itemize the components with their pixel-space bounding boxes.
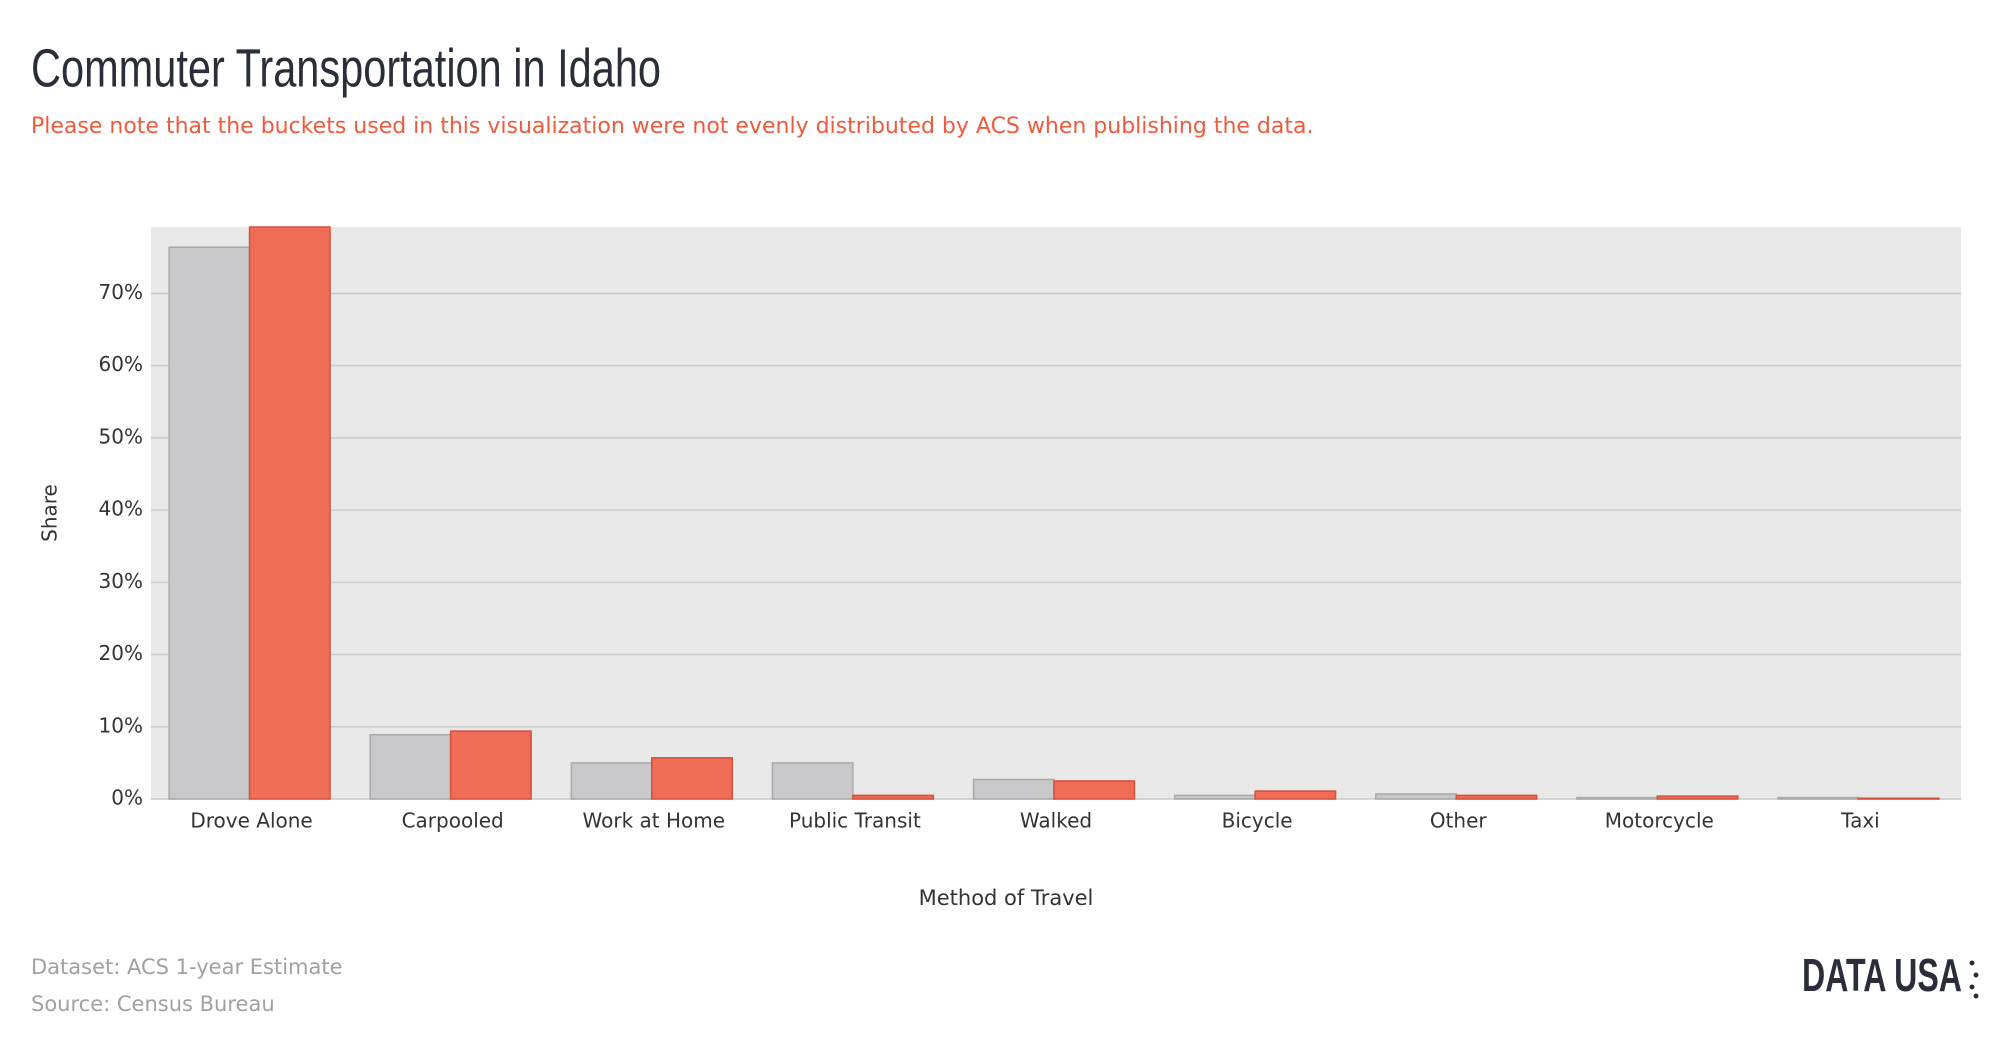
bar (852, 794, 935, 800)
plot-background (151, 227, 1961, 799)
y-tick-label: 70% (99, 280, 143, 304)
bar (771, 762, 854, 800)
bar (248, 226, 331, 800)
x-tick-label: Walked (1020, 809, 1092, 833)
y-tick-label: 20% (99, 641, 143, 665)
x-tick-label: Drove Alone (190, 809, 312, 833)
bar (1777, 796, 1860, 800)
x-axis-label: Method of Travel (919, 886, 1094, 910)
bar (1455, 794, 1538, 800)
x-tick-label: Work at Home (583, 809, 726, 833)
bar (1375, 793, 1457, 800)
bar (1857, 797, 1940, 800)
bar (570, 762, 653, 800)
bar (651, 757, 733, 800)
y-tick-label: 40% (99, 497, 143, 521)
y-tick-label: 0% (111, 786, 143, 810)
x-tick-label: Carpooled (402, 809, 504, 833)
logo-stars (1969, 960, 1979, 999)
chart-subtitle: Please note that the buckets used in thi… (31, 114, 1313, 139)
bar (1254, 790, 1337, 800)
footer-source: Source: Census Bureau (31, 992, 275, 1016)
bar (168, 246, 251, 800)
bar (449, 730, 532, 800)
bar (1656, 795, 1739, 800)
x-tick-label: Taxi (1840, 809, 1880, 833)
footer-dataset: Dataset: ACS 1-year Estimate (31, 955, 343, 979)
x-tick-label: Bicycle (1222, 809, 1293, 833)
y-axis-label: Share (38, 484, 62, 542)
y-tick-label: 60% (99, 352, 143, 376)
logo: DATA USA (1802, 949, 1962, 1001)
bar (1576, 796, 1659, 800)
y-tick-label: 30% (99, 569, 143, 593)
x-tick-label: Motorcycle (1605, 809, 1714, 833)
chart-title: Commuter Transportation in Idaho (31, 38, 661, 98)
bar (369, 733, 452, 800)
y-tick-label: 10% (99, 713, 143, 737)
bar (1053, 780, 1136, 800)
x-tick-label: Public Transit (789, 809, 921, 833)
x-tick-label: Other (1430, 809, 1488, 833)
y-tick-label: 50% (99, 424, 143, 448)
bar (1173, 794, 1256, 800)
bar (972, 778, 1055, 800)
